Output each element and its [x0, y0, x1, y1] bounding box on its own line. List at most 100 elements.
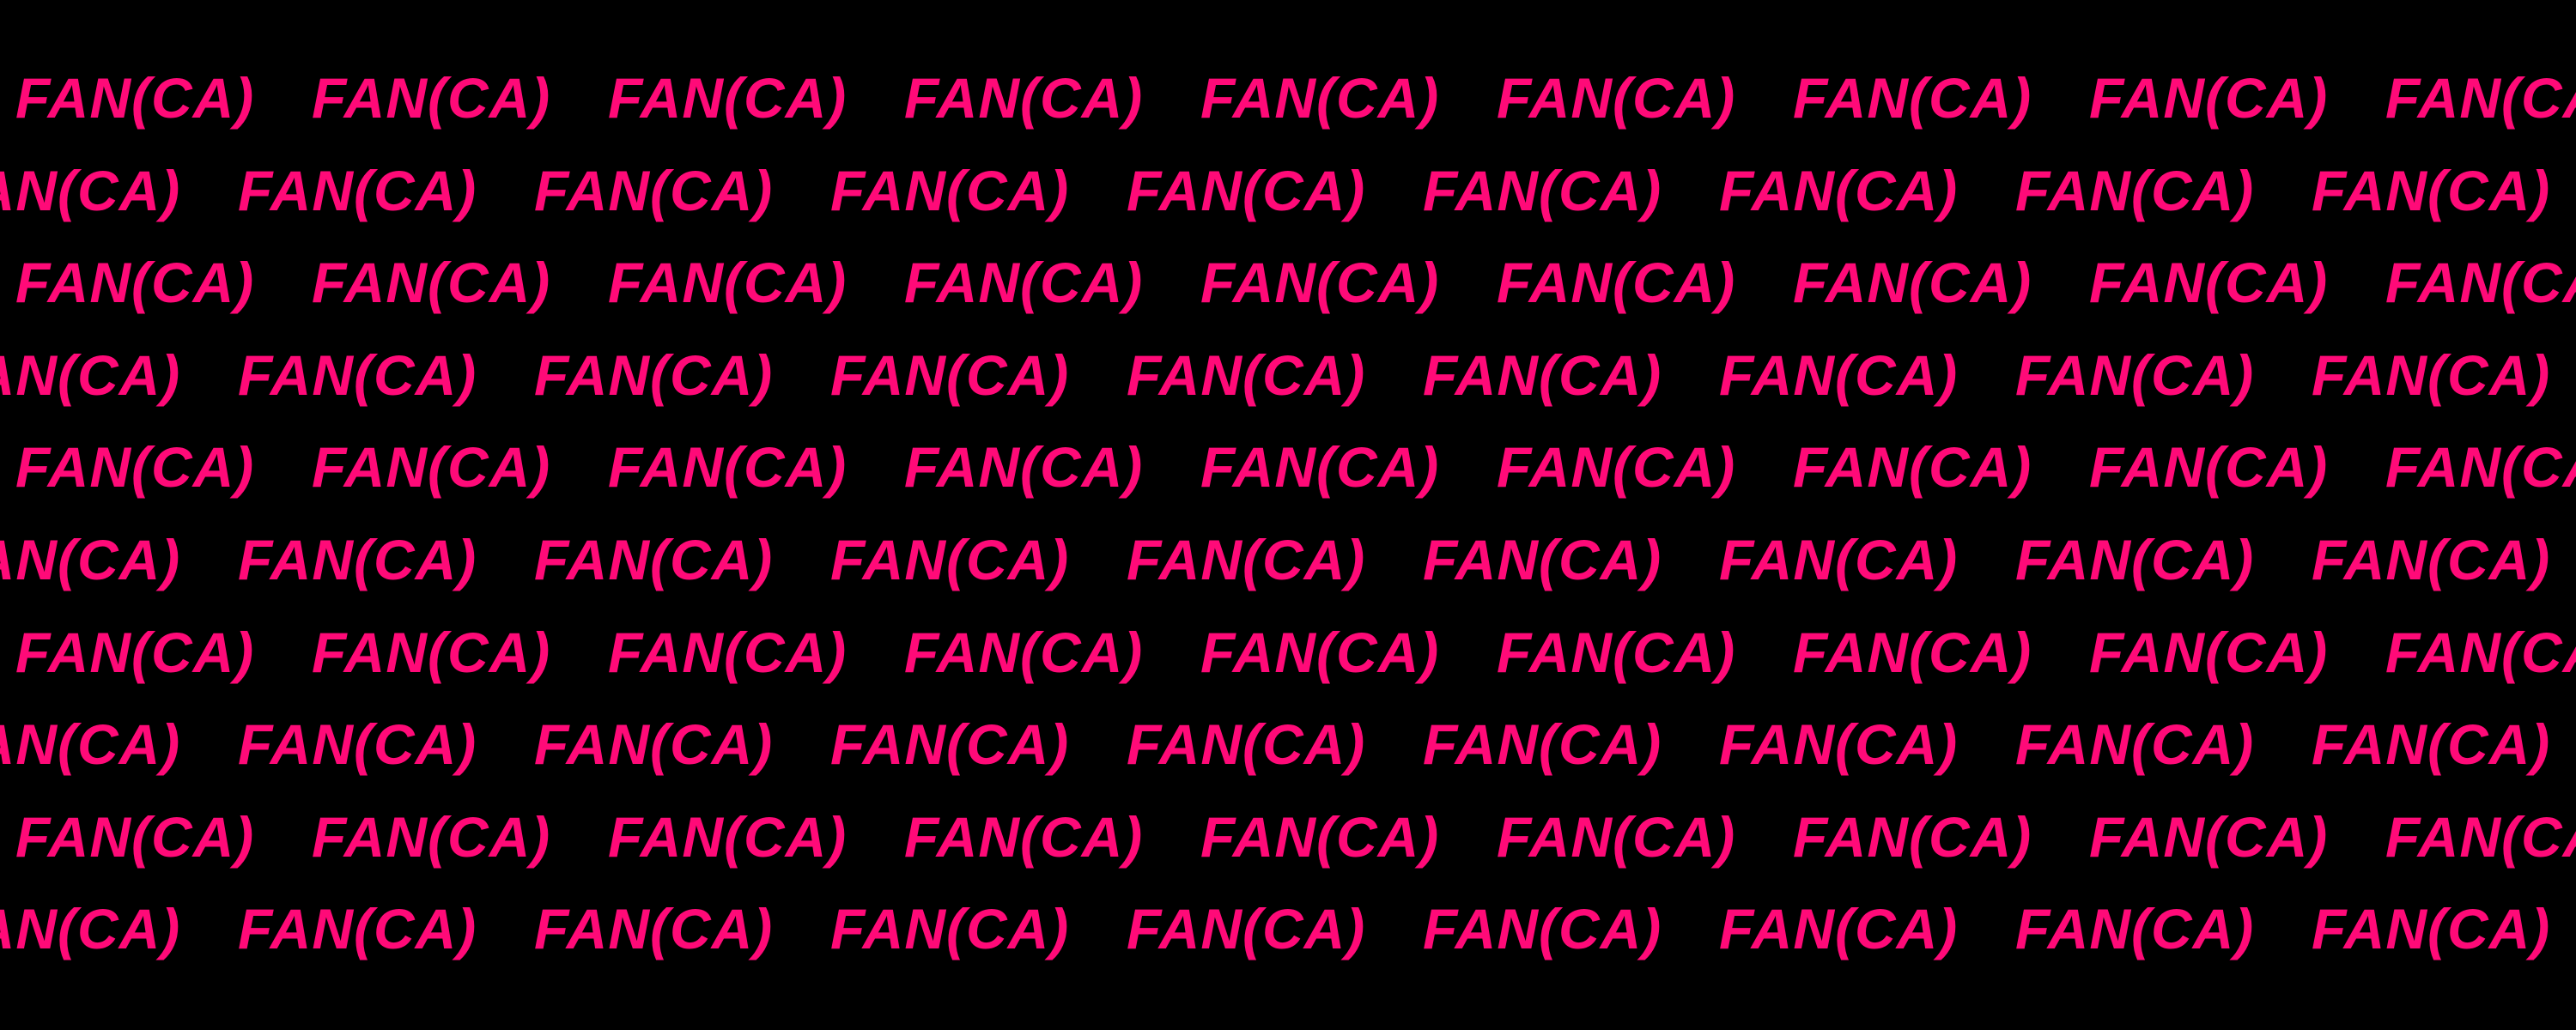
pattern-word: FAN(CA) — [238, 712, 477, 777]
pattern-word: FAN(CA) — [1719, 897, 1959, 961]
pattern-word: FAN(CA) — [608, 620, 848, 684]
pattern-word: FAN(CA) — [1719, 528, 1959, 591]
pattern-word: FAN(CA) — [1497, 620, 1736, 684]
pattern-word: FAN(CA) — [1497, 804, 1736, 869]
pattern-word: FAN(CA) — [15, 251, 255, 315]
pattern-word: FAN(CA) — [608, 251, 848, 315]
pattern-word: FAN(CA) — [15, 804, 255, 869]
pattern-word: FAN(CA) — [1423, 528, 1662, 591]
pattern-word: FAN(CA) — [830, 342, 1070, 407]
pattern-row: FAN(CA) FAN(CA) FAN(CA) FAN(CA) FAN(CA) FAN(C… — [0, 334, 2576, 416]
pattern-word: FAN(CA) — [1127, 528, 1366, 591]
pattern-word: FAN(CA) — [2089, 66, 2329, 130]
pattern-word: FAN(CA) — [1423, 158, 1662, 222]
pattern-word: FAN(CA) — [1423, 897, 1662, 961]
pattern-word: FAN(CA) — [2015, 528, 2255, 591]
pattern-word: FAN(CA) — [608, 435, 848, 500]
pattern-word: FAN(CA) — [904, 251, 1144, 315]
pattern-row: FAN(CA) FAN(CA) FAN(CA) FAN(CA) FAN(CA) FAN(C… — [0, 703, 2576, 785]
pattern-word: FAN(CA) — [0, 158, 181, 222]
pattern-word: FAN(CA) — [2089, 435, 2329, 500]
pattern-word: FAN(CA) — [1200, 804, 1440, 869]
pattern-word: FAN(CA) — [1497, 66, 1736, 130]
pattern-word: FAN(CA) — [2385, 435, 2576, 500]
pattern-word: FAN(CA) — [2312, 528, 2551, 591]
pattern-word: FAN(CA) — [904, 66, 1144, 130]
pattern-word: FAN(CA) — [0, 528, 181, 591]
pattern-word: FAN(CA) — [2089, 620, 2329, 684]
pattern-word: FAN(CA) — [1200, 620, 1440, 684]
pattern-word: FAN(CA) — [1200, 435, 1440, 500]
pattern-word: FAN(CA) — [2015, 342, 2255, 407]
pattern-word: FAN(CA) — [15, 435, 255, 500]
pattern-word: FAN(CA) — [1719, 712, 1959, 777]
pattern-word: FAN(CA) — [2312, 342, 2551, 407]
pattern-word: FAN(CA) — [1423, 342, 1662, 407]
pattern-row: FAN(CA) FAN(CA) FAN(CA) FAN(CA) FAN(CA) FAN(C… — [0, 796, 2576, 878]
pattern-word: FAN(CA) — [238, 528, 477, 591]
pattern-row: FAN(CA) FAN(CA) FAN(CA) FAN(CA) FAN(CA) FAN(C… — [0, 149, 2576, 232]
pattern-word: FAN(CA) — [312, 435, 551, 500]
pattern-word: FAN(CA) — [2015, 897, 2255, 961]
pattern-word: FAN(CA) — [534, 342, 774, 407]
pattern-word: FAN(CA) — [534, 897, 774, 961]
pattern-word: FAN(CA) — [2385, 251, 2576, 315]
pattern-row: FAN(CA) FAN(CA) FAN(CA) FAN(CA) FAN(CA) FAN(C… — [0, 57, 2576, 139]
pattern-word: FAN(CA) — [1719, 342, 1959, 407]
pattern-word: FAN(CA) — [0, 342, 181, 407]
pattern-word: FAN(CA) — [904, 804, 1144, 869]
pattern-word: FAN(CA) — [15, 66, 255, 130]
pattern-word: FAN(CA) — [2015, 712, 2255, 777]
pattern-word: FAN(CA) — [2385, 620, 2576, 684]
pattern-word: FAN(CA) — [608, 804, 848, 869]
pattern-word: FAN(CA) — [1793, 66, 2032, 130]
pattern-word: FAN(CA) — [2089, 804, 2329, 869]
pattern-row: FAN(CA) FAN(CA) FAN(CA) FAN(CA) FAN(CA) FAN(C… — [0, 426, 2576, 508]
pattern-word: FAN(CA) — [830, 158, 1070, 222]
pattern-word: FAN(CA) — [1719, 158, 1959, 222]
pattern-word: FAN(CA) — [830, 528, 1070, 591]
pattern-word: FAN(CA) — [1793, 435, 2032, 500]
pattern-word: FAN(CA) — [1793, 620, 2032, 684]
pattern-row: FAN(CA) FAN(CA) FAN(CA) FAN(CA) FAN(CA) FAN(C… — [0, 241, 2576, 324]
pattern-word: FAN(CA) — [2385, 66, 2576, 130]
pattern-word: FAN(CA) — [1793, 251, 2032, 315]
pattern-word: FAN(CA) — [1497, 251, 1736, 315]
pattern-row: FAN(CA) FAN(CA) FAN(CA) FAN(CA) FAN(CA) FAN(C… — [0, 611, 2576, 694]
pattern-word: FAN(CA) — [534, 528, 774, 591]
pattern-word: FAN(CA) — [608, 66, 848, 130]
pattern-word: FAN(CA) — [238, 342, 477, 407]
pattern-word: FAN(CA) — [2312, 712, 2551, 777]
pattern-word: FAN(CA) — [534, 712, 774, 777]
pattern-word: FAN(CA) — [1127, 342, 1366, 407]
pattern-word: FAN(CA) — [830, 712, 1070, 777]
pattern-word: FAN(CA) — [534, 158, 774, 222]
pattern-word: FAN(CA) — [0, 712, 181, 777]
pattern-word: FAN(CA) — [0, 897, 181, 961]
pattern-word: FAN(CA) — [1423, 712, 1662, 777]
pattern-word: FAN(CA) — [238, 158, 477, 222]
pattern-word: FAN(CA) — [2312, 158, 2551, 222]
pattern-word: FAN(CA) — [2312, 897, 2551, 961]
pattern-word: FAN(CA) — [2015, 158, 2255, 222]
pattern-word: FAN(CA) — [312, 251, 551, 315]
pattern-word: FAN(CA) — [2385, 804, 2576, 869]
pattern-word: FAN(CA) — [904, 620, 1144, 684]
pattern-word: FAN(CA) — [1127, 897, 1366, 961]
pattern-word: FAN(CA) — [830, 897, 1070, 961]
pattern-word: FAN(CA) — [2089, 251, 2329, 315]
pattern-word: FAN(CA) — [15, 620, 255, 684]
pattern-word: FAN(CA) — [312, 66, 551, 130]
pattern-word: FAN(CA) — [1793, 804, 2032, 869]
pattern-word: FAN(CA) — [1200, 251, 1440, 315]
pattern-word: FAN(CA) — [1497, 435, 1736, 500]
pattern-word: FAN(CA) — [1127, 712, 1366, 777]
pattern-word: FAN(CA) — [1127, 158, 1366, 222]
pattern-row: FAN(CA) FAN(CA) FAN(CA) FAN(CA) FAN(CA) FAN(C… — [0, 518, 2576, 601]
pattern-word: FAN(CA) — [1200, 66, 1440, 130]
pattern-word: FAN(CA) — [312, 620, 551, 684]
pattern-row: FAN(CA) FAN(CA) FAN(CA) FAN(CA) FAN(CA) FAN(C… — [0, 888, 2576, 970]
pattern-word: FAN(CA) — [904, 435, 1144, 500]
pattern-word: FAN(CA) — [238, 897, 477, 961]
